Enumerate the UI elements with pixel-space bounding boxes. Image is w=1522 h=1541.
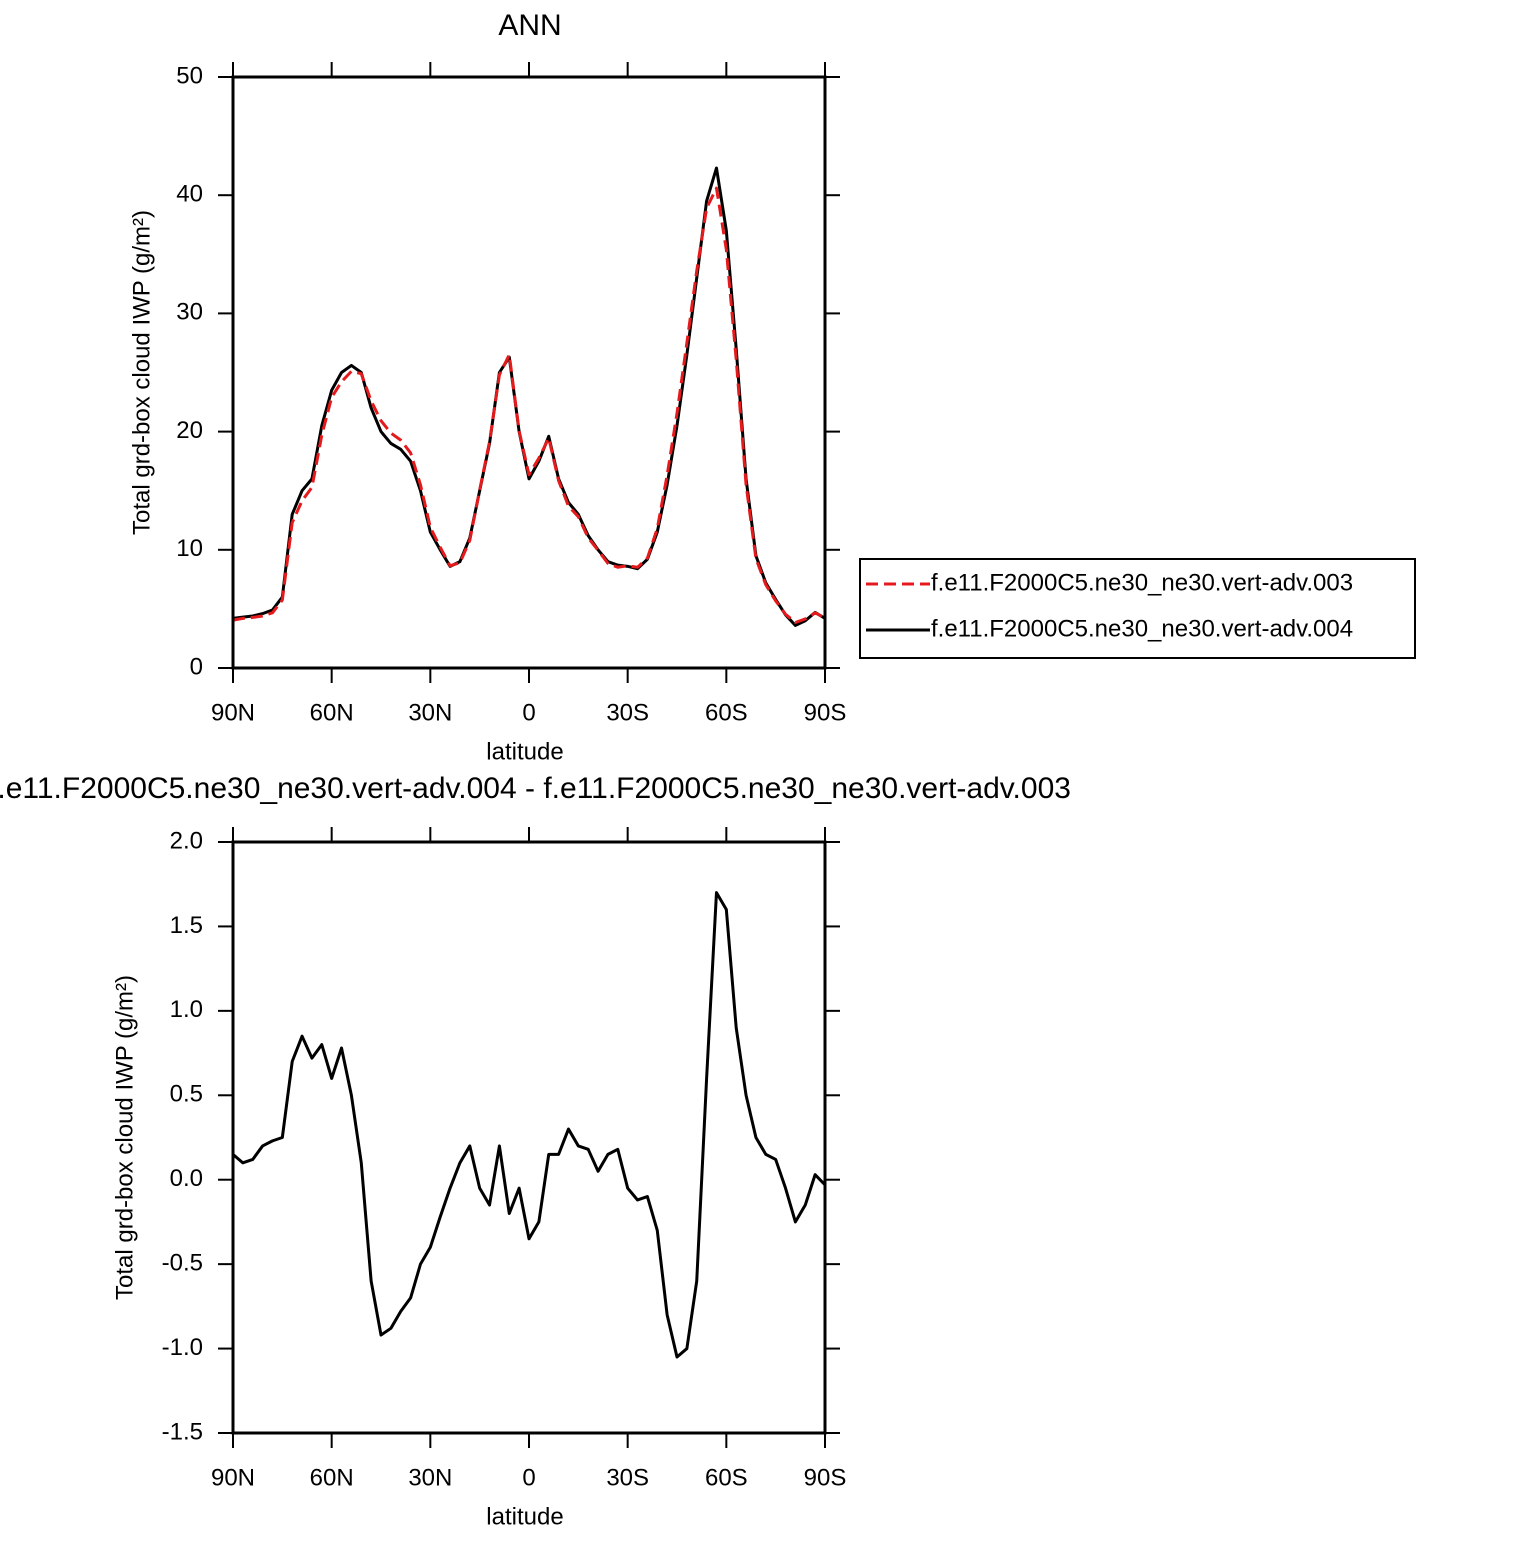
y-tick-label: 40	[176, 181, 203, 208]
series-line	[232, 891, 827, 1359]
x-axis-label: latitude	[486, 738, 563, 765]
x-tick-label: 60N	[310, 699, 354, 726]
y-axis-label: Total grd-box cloud IWP (g/m²)	[111, 975, 138, 1300]
x-tick-label: 30N	[408, 1464, 452, 1491]
y-tick-label: 0.0	[170, 1165, 203, 1192]
y-tick-label: 10	[176, 535, 203, 562]
series-line	[232, 186, 826, 624]
x-axis-label: latitude	[486, 1503, 563, 1530]
x-tick-label: 90S	[804, 699, 847, 726]
x-tick-label: 60S	[705, 1464, 748, 1491]
x-tick-label: 0	[522, 1464, 535, 1491]
y-tick-label: -1.0	[162, 1334, 203, 1361]
x-tick-label: 30S	[606, 1464, 649, 1491]
plot-frame	[231, 75, 827, 670]
plot-frame	[231, 840, 827, 1435]
x-tick-label: 30S	[606, 699, 649, 726]
y-tick-label: 50	[176, 62, 203, 89]
y-axis-label: Total grd-box cloud IWP (g/m²)	[128, 210, 155, 535]
x-tick-label: 90S	[804, 1464, 847, 1491]
x-tick-label: 0	[522, 699, 535, 726]
y-tick-label: -0.5	[162, 1249, 203, 1276]
legend-box	[859, 558, 1416, 659]
y-tick-label: 0.5	[170, 1081, 203, 1108]
y-tick-label: 0	[190, 653, 203, 680]
x-tick-label: 60N	[310, 1464, 354, 1491]
x-tick-label: 90N	[211, 1464, 255, 1491]
y-tick-label: 1.5	[170, 912, 203, 939]
y-tick-label: -1.5	[162, 1418, 203, 1445]
y-tick-label: 1.0	[170, 996, 203, 1023]
series-line	[232, 166, 826, 627]
x-tick-label: 60S	[705, 699, 748, 726]
chart-title: ANN	[498, 9, 561, 42]
x-tick-label: 30N	[408, 699, 452, 726]
legend-label: f.e11.F2000C5.ne30_ne30.vert-adv.003	[931, 569, 1353, 596]
legend-label: f.e11.F2000C5.ne30_ne30.vert-adv.004	[931, 615, 1353, 642]
chart-title: f.e11.F2000C5.ne30_ne30.vert-adv.004 - f…	[0, 772, 1071, 805]
y-tick-label: 2.0	[170, 827, 203, 854]
y-tick-label: 20	[176, 417, 203, 444]
y-tick-label: 30	[176, 299, 203, 326]
x-tick-label: 90N	[211, 699, 255, 726]
